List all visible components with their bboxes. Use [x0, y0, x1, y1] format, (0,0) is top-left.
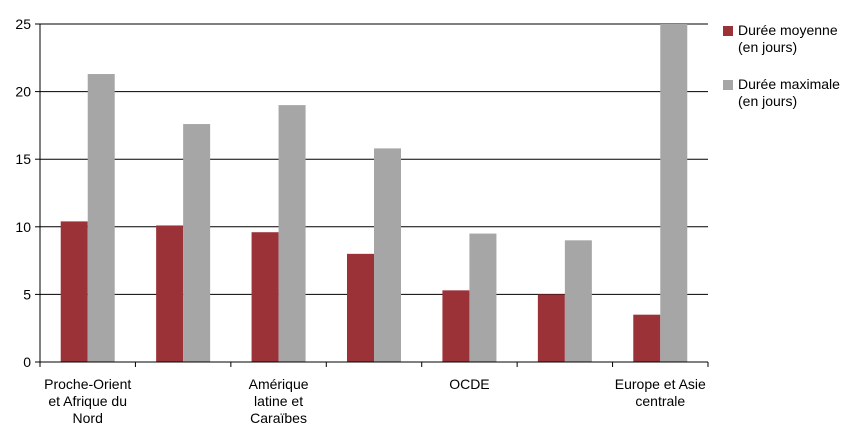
x-tick-label-4-line-0: OCDE: [449, 376, 489, 392]
bar-series-0-cat-1: [156, 225, 184, 362]
axes: [35, 23, 709, 367]
legend: Durée moyenne (en jours) Durée maximale …: [722, 22, 856, 130]
x-tick-label-0-line-2: Nord: [73, 410, 103, 424]
bar-series-0-cat-2: [251, 232, 279, 362]
bar-series-0-cat-6: [633, 314, 661, 362]
x-tick-label-0-line-1: et Afrique du: [48, 393, 127, 409]
legend-label-series-0-line-0: Durée moyenne: [738, 22, 838, 38]
bar-series-1-cat-3: [374, 148, 401, 362]
x-tick-label-2-line-0: Amérique: [249, 376, 309, 392]
x-tick-label-0-line-0: Proche-Orient: [44, 376, 131, 392]
bar-series-1-cat-5: [564, 240, 592, 362]
y-tick-label-2: 10: [15, 219, 31, 235]
bar-series-1-cat-2: [278, 105, 306, 363]
legend-label-series-0-line-1: (en jours): [738, 39, 798, 55]
x-tick-label-6-line-1: centrale: [635, 393, 685, 409]
legend-item-series-0: Durée moyenne (en jours): [722, 22, 856, 56]
legend-item-series-1: Durée maximale (en jours): [722, 76, 856, 110]
legend-swatch-series-1: [723, 80, 733, 90]
bar-series-1-cat-4: [469, 233, 497, 362]
bar-series-0-cat-0: [60, 221, 88, 362]
y-tick-label-4: 20: [15, 84, 31, 100]
bar-series-1-cat-6: [660, 24, 688, 362]
y-tick-label-1: 5: [23, 286, 31, 302]
bar-series-0-cat-5: [537, 294, 565, 362]
x-tick-label-2-line-2: Caraïbes: [250, 410, 307, 424]
x-tick-label-2-line-1: latine et: [254, 393, 303, 409]
bar-series-1-cat-1: [183, 124, 211, 362]
y-tick-label-0: 0: [23, 354, 31, 370]
legend-swatch-series-0: [723, 26, 733, 36]
bar-series-0-cat-4: [442, 290, 470, 362]
bar-series-0-cat-3: [347, 253, 374, 362]
bar-series-1-cat-0: [87, 74, 115, 363]
y-tick-label-3: 15: [15, 151, 31, 167]
bars: [60, 24, 688, 363]
y-tick-label-5: 25: [15, 16, 31, 32]
x-tick-label-6-line-0: Europe et Asie: [615, 376, 706, 392]
legend-label-series-1-line-0: Durée maximale: [738, 76, 840, 92]
legend-label-series-1-line-1: (en jours): [738, 93, 798, 109]
